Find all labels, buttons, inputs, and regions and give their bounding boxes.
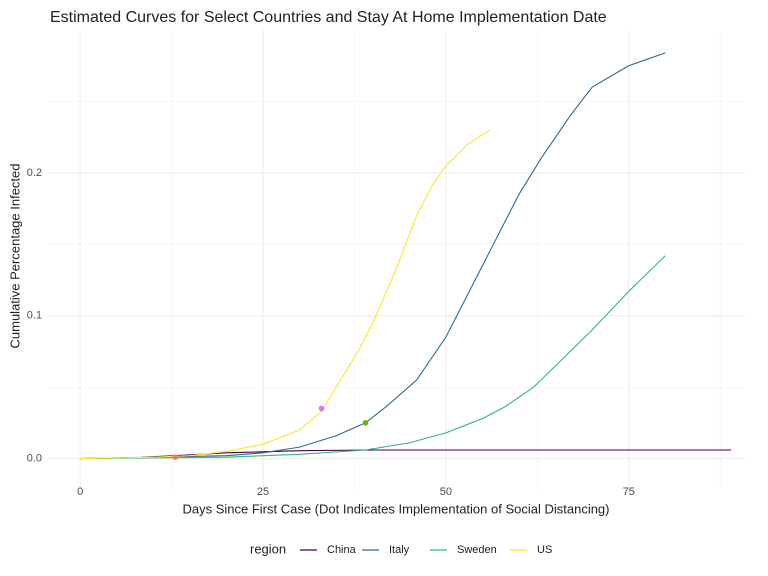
y-tick-label: 0.1 — [27, 310, 42, 322]
x-tick-label: 25 — [257, 486, 269, 498]
x-tick-label: 0 — [77, 486, 83, 498]
chart-title: Estimated Curves for Select Countries an… — [50, 9, 607, 26]
legend-label: Italy — [389, 544, 410, 556]
legend-label: Sweden — [457, 544, 497, 556]
legend-label: US — [537, 544, 552, 556]
implementation-dot — [172, 454, 179, 460]
legend-title: region — [250, 541, 286, 556]
y-axis-label: Cumulative Percentage Infected — [7, 164, 22, 349]
y-tick-label: 0.2 — [27, 167, 42, 179]
series-line — [80, 255, 666, 460]
x-tick-label: 50 — [440, 486, 452, 498]
legend-label: China — [327, 544, 357, 556]
series-line — [80, 52, 666, 460]
x-axis-label: Days Since First Case (Dot Indicates Imp… — [182, 501, 609, 516]
implementation-dot — [362, 420, 369, 426]
series-line — [80, 129, 491, 460]
implementation-dot — [318, 405, 325, 412]
x-tick-label: 75 — [623, 486, 635, 498]
y-tick-label: 0.0 — [27, 452, 42, 464]
